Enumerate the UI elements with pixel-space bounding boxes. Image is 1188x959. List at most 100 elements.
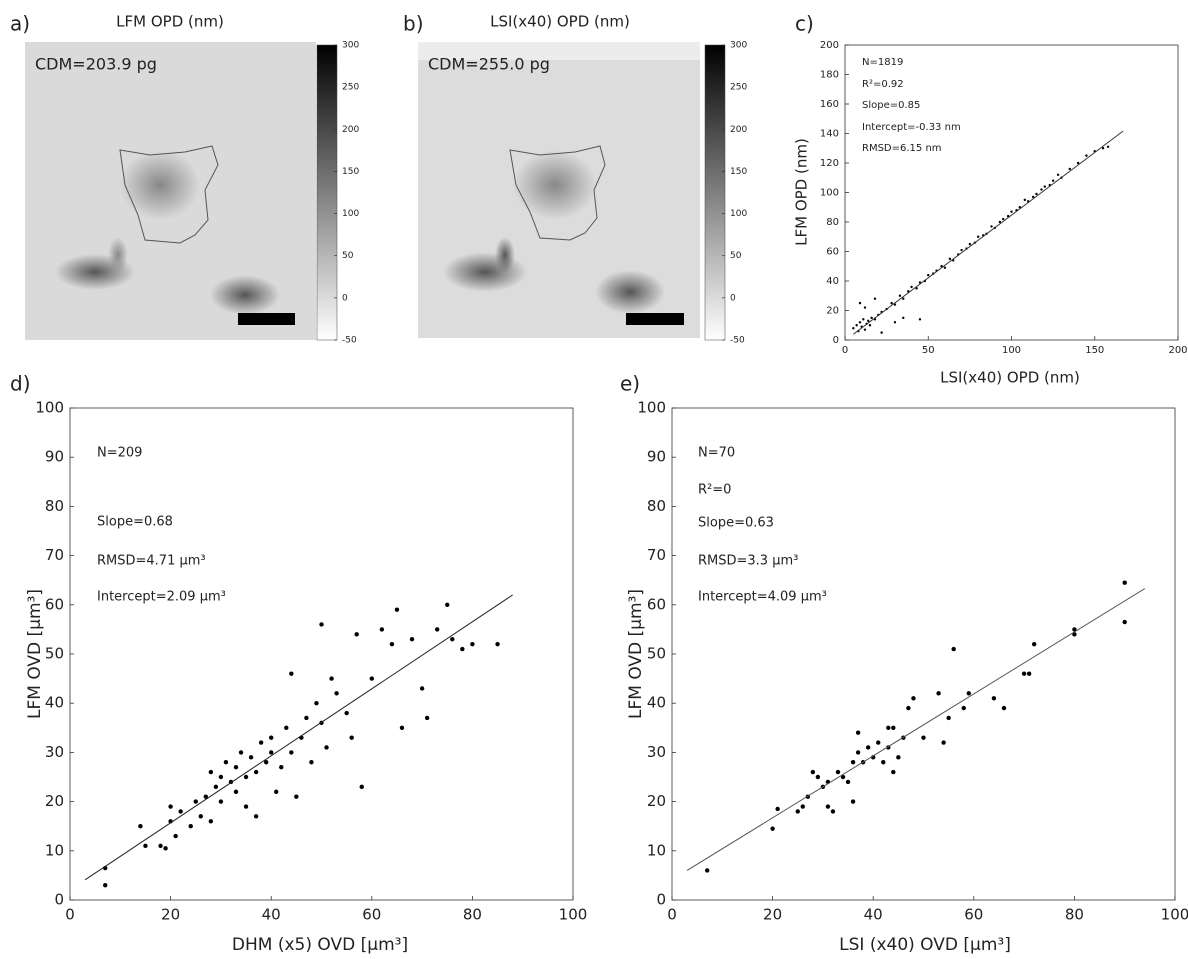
- x-tick-label: 40: [262, 906, 281, 924]
- point: [946, 715, 951, 721]
- y-tick-label: 50: [647, 645, 666, 663]
- point: [1101, 147, 1105, 150]
- point: [258, 740, 264, 745]
- point: [881, 760, 886, 765]
- x-tick-label: 60: [964, 906, 983, 924]
- point: [274, 789, 279, 794]
- point: [898, 294, 902, 297]
- point: [845, 779, 851, 785]
- point: [470, 641, 475, 647]
- point: [1021, 671, 1027, 676]
- fit-line: [853, 130, 1124, 335]
- point: [389, 641, 395, 647]
- point: [840, 774, 846, 780]
- point: [910, 285, 913, 289]
- annotation: RMSD=6.15 nm: [862, 143, 942, 154]
- annotation: R²=0.92: [862, 79, 904, 90]
- colorbar-tick-label: 250: [730, 83, 747, 93]
- point: [951, 646, 956, 652]
- point: [1072, 632, 1077, 637]
- point: [168, 804, 173, 809]
- point: [863, 328, 867, 331]
- point: [880, 331, 883, 334]
- point: [1031, 195, 1035, 199]
- point: [269, 750, 274, 755]
- x-tick-label: 20: [161, 906, 180, 924]
- y-tick-label: 90: [647, 448, 666, 466]
- point: [876, 740, 881, 745]
- annotation: R²=0: [698, 483, 731, 498]
- point: [1085, 154, 1088, 157]
- y-tick-label: 40: [45, 694, 64, 712]
- chart-title: LSI(x40) OPD (nm): [490, 13, 630, 31]
- point: [862, 318, 865, 321]
- point: [289, 671, 294, 676]
- point: [705, 868, 710, 873]
- point: [998, 220, 1002, 224]
- x-tick-label: 200: [1168, 345, 1187, 356]
- point: [269, 735, 274, 740]
- point: [890, 301, 893, 305]
- point: [354, 632, 359, 637]
- y-tick-label: 20: [826, 306, 839, 317]
- point: [870, 316, 873, 320]
- point: [263, 760, 269, 765]
- y-axis-label: LFM OVD [µm³]: [626, 589, 646, 719]
- annotation: Intercept=4.09 µm³: [698, 590, 827, 605]
- colorbar-tick-label: 0: [730, 293, 736, 303]
- y-tick-label: 70: [45, 546, 64, 564]
- point: [968, 242, 972, 246]
- point: [825, 804, 831, 809]
- x-axis-label: LSI(x40) OPD (nm): [940, 369, 1080, 387]
- point: [289, 750, 294, 755]
- chart-title: LFM OPD (nm): [116, 13, 224, 31]
- x-tick-label: 60: [362, 906, 381, 924]
- x-tick-label: 150: [1085, 345, 1104, 356]
- point: [800, 804, 805, 809]
- x-tick-label: 100: [1002, 345, 1021, 356]
- point: [379, 627, 385, 632]
- point: [858, 301, 862, 305]
- annotation: Slope=0.63: [698, 516, 774, 531]
- point: [991, 696, 997, 701]
- y-tick-label: 80: [826, 217, 839, 228]
- point: [1072, 627, 1077, 632]
- y-tick-label: 180: [820, 70, 839, 81]
- colorbar-tick-label: 250: [342, 83, 359, 93]
- x-tick-label: 100: [559, 906, 588, 924]
- colorbar-tick-label: 200: [342, 125, 359, 135]
- point: [1001, 705, 1007, 711]
- image-b: [418, 42, 726, 341]
- point: [158, 843, 163, 849]
- point: [918, 318, 922, 321]
- panel-label: e): [620, 372, 640, 396]
- x-tick-label: 40: [864, 906, 883, 924]
- panel-label: a): [10, 12, 30, 36]
- point: [911, 696, 916, 701]
- annotation: CDM=255.0 pg: [428, 55, 550, 74]
- x-tick-label: 0: [65, 906, 75, 924]
- fit-line: [84, 594, 513, 881]
- point: [334, 691, 339, 696]
- point: [960, 248, 963, 252]
- annotation: Intercept=-0.33 nm: [862, 122, 961, 133]
- point: [193, 799, 198, 804]
- point: [138, 824, 143, 829]
- panel-label: d): [10, 372, 31, 396]
- point: [324, 745, 329, 750]
- point: [868, 324, 872, 327]
- y-tick-label: 160: [820, 99, 839, 110]
- point: [1010, 210, 1013, 213]
- point: [1056, 173, 1060, 176]
- point: [977, 235, 980, 238]
- x-tick-label: 50: [922, 345, 935, 356]
- point: [902, 297, 905, 300]
- point: [810, 769, 816, 775]
- point: [218, 774, 224, 780]
- point: [173, 833, 178, 839]
- y-tick-label: 100: [637, 399, 666, 417]
- point: [253, 769, 259, 775]
- x-tick-label: 80: [463, 906, 482, 924]
